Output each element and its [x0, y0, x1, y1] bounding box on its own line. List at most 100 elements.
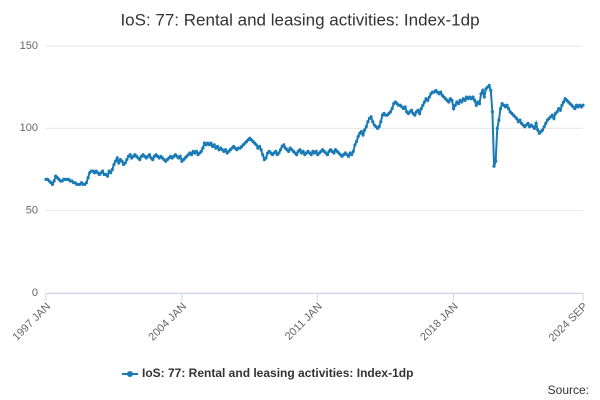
point [112, 162, 116, 167]
point [369, 115, 373, 119]
point [261, 153, 265, 157]
point [346, 154, 351, 158]
point [178, 154, 182, 158]
point [474, 103, 478, 107]
point [199, 149, 203, 153]
point [477, 102, 482, 106]
y-tick-label: 0 [32, 287, 38, 299]
point [194, 149, 199, 153]
point [532, 126, 537, 130]
point [390, 106, 394, 111]
point [534, 121, 538, 125]
point [52, 179, 56, 183]
point [490, 110, 495, 114]
point [413, 113, 417, 117]
point [215, 144, 220, 149]
point [350, 153, 354, 157]
point [453, 103, 457, 107]
point [371, 120, 375, 124]
point [309, 153, 313, 157]
point [359, 130, 364, 134]
point [117, 161, 121, 165]
point [189, 153, 194, 157]
point [201, 146, 205, 150]
point [540, 128, 545, 132]
point [332, 151, 336, 155]
point [282, 143, 286, 147]
point [473, 98, 477, 102]
point [542, 125, 546, 129]
point [481, 88, 485, 93]
point [450, 98, 454, 102]
point [257, 144, 262, 149]
legend-marker [127, 371, 133, 377]
point [109, 171, 113, 175]
point [506, 106, 511, 111]
point [388, 110, 393, 114]
point [86, 176, 90, 180]
point [560, 103, 564, 107]
point [356, 134, 360, 139]
x-tick-label: 2004 JAN [146, 301, 189, 344]
point [110, 167, 114, 172]
point [419, 106, 423, 111]
point [301, 149, 305, 153]
point [115, 156, 119, 160]
point [377, 125, 381, 129]
point [295, 153, 299, 157]
point [254, 143, 258, 147]
point [259, 148, 263, 152]
point [264, 156, 268, 160]
point [314, 149, 318, 153]
point [452, 106, 456, 111]
point [287, 149, 291, 153]
point [105, 174, 110, 178]
point [325, 153, 330, 157]
point [366, 120, 370, 124]
point [544, 121, 548, 125]
point [492, 164, 496, 168]
point [526, 121, 530, 125]
point [427, 95, 431, 99]
point [495, 126, 499, 130]
point [125, 158, 129, 162]
point [552, 116, 556, 121]
point [364, 125, 368, 129]
point [274, 149, 278, 153]
point [277, 151, 281, 155]
point [561, 100, 566, 104]
x-tick-label: 2024 SEP [547, 301, 591, 345]
point [471, 95, 475, 99]
point [379, 120, 383, 124]
point [581, 103, 585, 107]
point [298, 148, 302, 152]
x-tick-label: 2011 JAN [283, 301, 325, 343]
point [123, 161, 127, 165]
point [426, 98, 430, 102]
legend-label: IoS: 77: Rental and leasing activities: … [142, 366, 413, 380]
point [550, 113, 554, 117]
point [278, 148, 283, 152]
point [353, 143, 357, 147]
point [361, 133, 365, 137]
point [409, 108, 414, 112]
y-tick-label: 100 [20, 122, 38, 134]
series-line [46, 83, 584, 187]
point [479, 92, 483, 96]
point [101, 169, 105, 173]
point [223, 148, 228, 152]
point [456, 102, 461, 106]
point [113, 159, 118, 163]
point [422, 100, 427, 104]
point [482, 95, 486, 99]
y-tick-label: 50 [26, 205, 38, 217]
point [489, 88, 493, 93]
x-tick-label: 2018 JAN [418, 301, 461, 344]
source: Source: [548, 383, 589, 397]
point [498, 106, 503, 111]
point [128, 153, 132, 157]
point [418, 111, 422, 116]
point [463, 98, 467, 102]
